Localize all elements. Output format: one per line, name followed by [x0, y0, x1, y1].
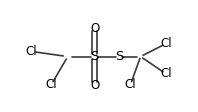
Text: Cl: Cl [160, 67, 172, 80]
Text: S: S [90, 50, 99, 63]
Text: Cl: Cl [25, 45, 37, 58]
Text: O: O [90, 79, 99, 92]
Text: Cl: Cl [125, 78, 136, 91]
Text: O: O [90, 22, 99, 35]
Text: S: S [115, 50, 123, 63]
Text: Cl: Cl [46, 78, 57, 91]
Text: Cl: Cl [160, 37, 172, 50]
